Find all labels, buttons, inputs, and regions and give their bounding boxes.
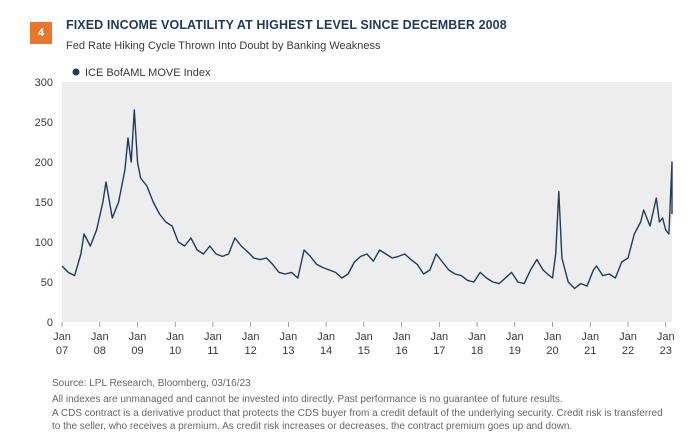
x-tick-label: Jan xyxy=(430,331,448,343)
chart-subtitle: Fed Rate Hiking Cycle Thrown Into Doubt … xyxy=(66,40,381,52)
x-tick-label: Jan xyxy=(317,331,335,343)
x-tick-label: 17 xyxy=(433,345,445,357)
y-tick-label: 300 xyxy=(35,77,53,89)
x-tick-label: Jan xyxy=(657,331,675,343)
x-tick-label: Jan xyxy=(91,331,109,343)
x-tick-label: Jan xyxy=(619,331,637,343)
x-tick-label: 08 xyxy=(94,345,106,357)
y-tick-label: 250 xyxy=(35,117,53,129)
x-tick-label: Jan xyxy=(506,331,524,343)
x-tick-label: Jan xyxy=(166,331,184,343)
x-tick-label: 12 xyxy=(245,345,257,357)
x-tick-label: Jan xyxy=(355,331,373,343)
x-tick-label: 18 xyxy=(471,345,483,357)
chart-title: FIXED INCOME VOLATILITY AT HIGHEST LEVEL… xyxy=(66,18,507,32)
x-tick-label: Jan xyxy=(581,331,599,343)
y-tick-label: 200 xyxy=(35,157,53,169)
x-tick-label: 21 xyxy=(584,345,596,357)
x-tick-label: Jan xyxy=(544,331,562,343)
source-note: Source: LPL Research, Bloomberg, 03/16/2… xyxy=(52,378,251,389)
x-tick-label: Jan xyxy=(53,331,71,343)
y-tick-label: 150 xyxy=(35,197,53,209)
y-tick-label: 0 xyxy=(47,317,53,329)
y-tick-label: 100 xyxy=(35,237,53,249)
x-tick-label: Jan xyxy=(393,331,411,343)
legend: ICE BofAML MOVE Index xyxy=(72,67,211,79)
x-tick-label: Jan xyxy=(242,331,260,343)
x-tick-label: 20 xyxy=(546,345,558,357)
x-tick-label: 10 xyxy=(169,345,181,357)
x-tick-label: 11 xyxy=(207,345,218,357)
figure-number: 4 xyxy=(37,27,45,39)
disclaimer-note: All indexes are unmanaged and cannot be … xyxy=(52,394,563,405)
x-tick-label: 16 xyxy=(395,345,407,357)
x-tick-label: 23 xyxy=(660,345,672,357)
legend-label: ICE BofAML MOVE Index xyxy=(85,67,211,79)
x-tick-label: 13 xyxy=(282,345,294,357)
x-tick-label: Jan xyxy=(280,331,298,343)
x-tick-label: 07 xyxy=(56,345,68,357)
x-tick-label: 22 xyxy=(622,345,634,357)
x-axis: Jan 07 Jan 08 Jan 09 Jan 10 Jan 11 Jan 12 Jan 13 Jan 14… xyxy=(53,322,675,357)
cds-note: A CDS contract is a derivative product t… xyxy=(52,408,663,432)
x-tick-label: 15 xyxy=(358,345,370,357)
figure-number-badge: 4 xyxy=(30,22,52,44)
series-line-move-index xyxy=(61,109,673,290)
x-tick-label: Jan xyxy=(468,331,486,343)
x-tick-label: Jan xyxy=(129,331,147,343)
y-axis: 0 50 100 150 200 250 300 xyxy=(35,77,53,329)
y-tick-label: 50 xyxy=(41,277,53,289)
x-tick-label: 14 xyxy=(320,345,332,357)
legend-marker xyxy=(72,68,80,76)
x-tick-label: Jan xyxy=(204,331,222,343)
x-tick-label: 19 xyxy=(509,345,521,357)
plot-area xyxy=(62,82,672,322)
x-tick-label: 09 xyxy=(131,345,143,357)
